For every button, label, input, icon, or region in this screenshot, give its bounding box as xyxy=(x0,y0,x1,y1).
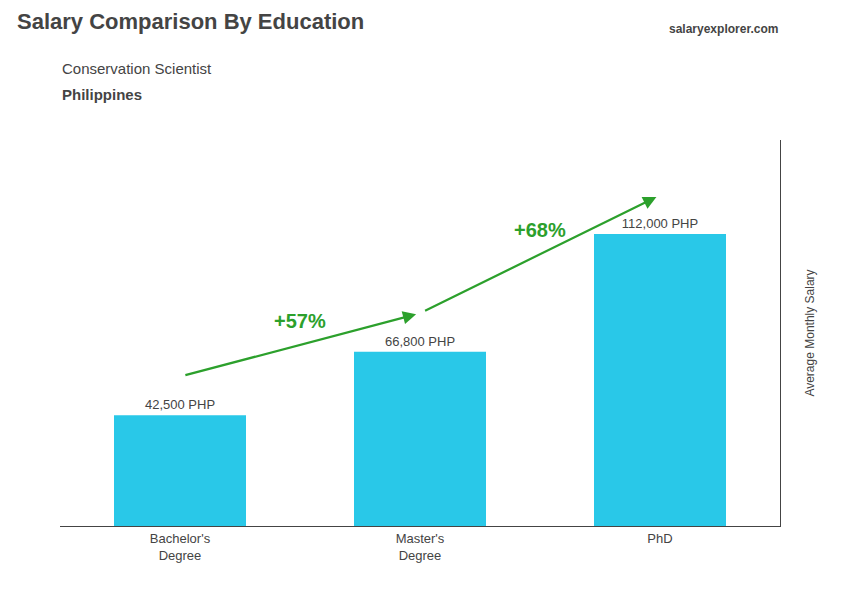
svg-text:Conservation Scientist: Conservation Scientist xyxy=(62,60,212,77)
svg-text:+68%: +68% xyxy=(514,219,566,241)
svg-text:Master'sDegree: Master'sDegree xyxy=(396,531,445,563)
svg-text:salaryexplorer.com: salaryexplorer.com xyxy=(669,22,778,36)
svg-text:42,500 PHP: 42,500 PHP xyxy=(145,397,215,412)
svg-text:PhD: PhD xyxy=(647,531,672,546)
svg-text:+57%: +57% xyxy=(274,310,326,332)
svg-text:112,000 PHP: 112,000 PHP xyxy=(622,216,698,231)
svg-text:Average Monthly Salary: Average Monthly Salary xyxy=(803,269,817,396)
svg-text:Salary Comparison By Education: Salary Comparison By Education xyxy=(17,9,364,34)
svg-text:Bachelor'sDegree: Bachelor'sDegree xyxy=(150,531,211,563)
svg-text:66,800 PHP: 66,800 PHP xyxy=(385,334,455,349)
svg-text:Philippines: Philippines xyxy=(62,86,142,103)
